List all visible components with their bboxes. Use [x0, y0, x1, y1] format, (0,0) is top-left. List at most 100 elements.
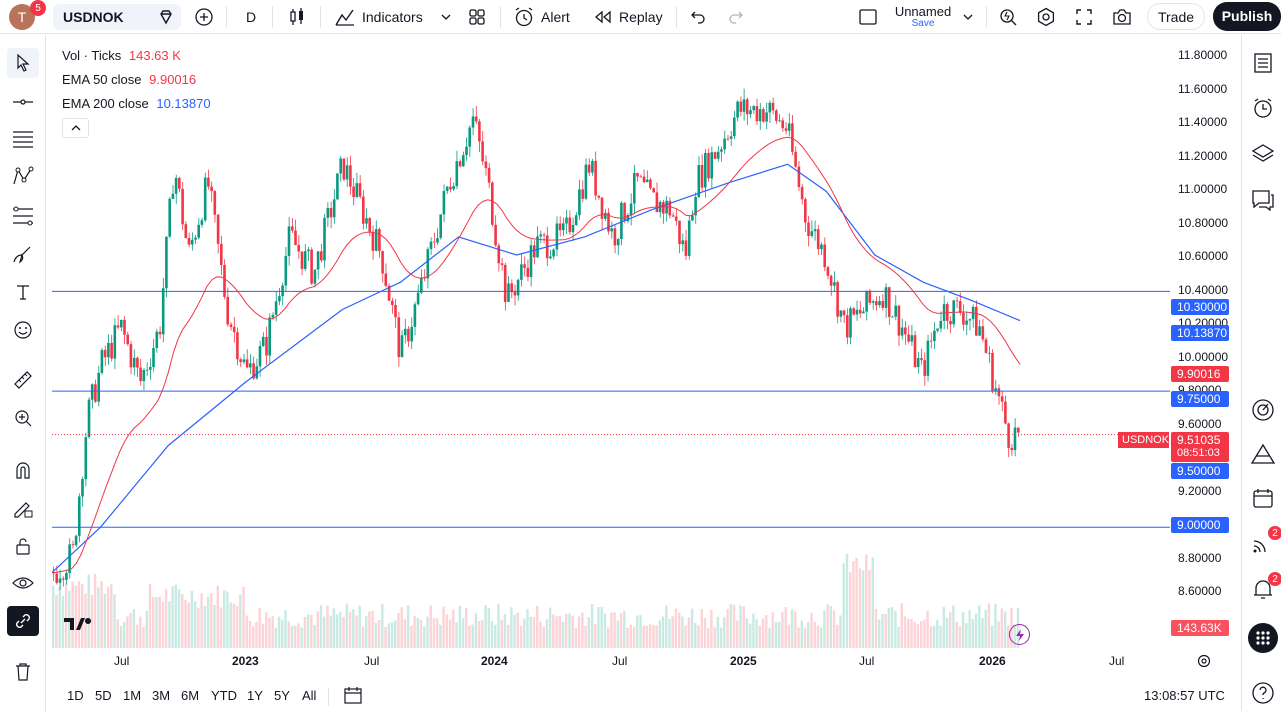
diamond-icon[interactable]	[158, 0, 174, 34]
brush-icon[interactable]	[7, 240, 39, 270]
horizontal-lines-icon[interactable]	[7, 124, 39, 154]
volume-bar	[619, 613, 623, 648]
volume-bar	[135, 624, 139, 648]
chat-icon[interactable]	[1250, 187, 1276, 213]
target-icon[interactable]	[1250, 397, 1276, 423]
layers-icon[interactable]	[1250, 141, 1276, 167]
axis-settings-icon[interactable]	[1196, 653, 1212, 672]
candle-body	[352, 186, 355, 198]
fullscreen-icon[interactable]	[1075, 0, 1093, 34]
price-chart[interactable]	[52, 40, 1170, 648]
text-icon[interactable]	[7, 277, 39, 307]
volume-bar	[955, 621, 958, 648]
volume-bar	[490, 621, 494, 648]
pencil-lock-icon[interactable]	[7, 493, 39, 523]
range-3m[interactable]: 3M	[152, 688, 171, 703]
range-6m[interactable]: 6M	[181, 688, 200, 703]
chevron-down-icon[interactable]	[962, 0, 974, 34]
replay-button[interactable]: Replay	[593, 0, 663, 34]
trash-icon[interactable]	[7, 657, 39, 687]
volume-bar	[771, 612, 774, 648]
volume-bar	[574, 628, 578, 648]
candle-body	[255, 366, 259, 379]
fib-retracement-icon[interactable]	[7, 201, 39, 231]
utc-clock[interactable]: 13:08:57 UTC	[1144, 688, 1225, 703]
save-link[interactable]: Save	[911, 18, 935, 29]
alert-button[interactable]: Alert	[513, 0, 570, 34]
compare-add-icon[interactable]	[194, 0, 214, 34]
volume-bar	[597, 607, 600, 648]
volume-bar	[758, 625, 761, 648]
candles-icon[interactable]	[288, 0, 306, 34]
trade-button[interactable]: Trade	[1147, 3, 1205, 30]
volume-bar	[903, 616, 907, 648]
settings-gear-icon[interactable]	[1036, 0, 1056, 34]
broadcast-icon[interactable]	[1250, 531, 1276, 557]
magnet-icon[interactable]	[7, 455, 39, 485]
pattern-icon[interactable]	[7, 162, 39, 192]
price-axis[interactable]: 11.80000 11.60000 11.40000 11.20000 11.0…	[1170, 40, 1240, 648]
ruler-icon[interactable]	[7, 365, 39, 395]
undo-icon[interactable]	[690, 0, 706, 34]
candle-body	[913, 335, 917, 367]
volume-bar	[836, 624, 839, 648]
publish-button[interactable]: Publish	[1213, 2, 1281, 31]
range-all[interactable]: All	[302, 688, 317, 703]
alerts-clock-icon[interactable]	[1250, 95, 1276, 121]
range-1m[interactable]: 1M	[123, 688, 142, 703]
candle-body	[194, 237, 197, 240]
layout-name-button[interactable]: Unnamed Save	[893, 4, 953, 29]
emoji-icon[interactable]	[7, 315, 39, 345]
volume-bar	[823, 610, 826, 648]
candle-body	[81, 479, 84, 497]
volume-bar	[316, 611, 319, 648]
eye-icon[interactable]	[7, 568, 39, 598]
date-range-icon[interactable]	[342, 685, 364, 708]
volume-bar	[64, 583, 68, 648]
link-icon[interactable]	[7, 606, 39, 636]
help-icon[interactable]	[1250, 680, 1276, 706]
candle-body	[455, 161, 459, 187]
apps-grid-icon[interactable]	[1248, 623, 1278, 653]
avatar-letter: T	[17, 9, 27, 25]
volume-bar	[645, 626, 649, 648]
volume-bar	[752, 613, 755, 648]
zoom-in-icon[interactable]	[7, 403, 39, 433]
redo-icon[interactable]	[728, 0, 744, 34]
candle-body	[852, 308, 855, 315]
lightning-event-icon[interactable]	[1009, 624, 1030, 645]
candle-body	[826, 267, 830, 276]
time-axis[interactable]: Jul 2023 Jul 2024 Jul 2025 Jul 2026 Jul	[52, 648, 1240, 676]
candle-body	[78, 496, 81, 536]
range-5d[interactable]: 5D	[95, 688, 112, 703]
candle-body	[413, 304, 417, 327]
symbol-search[interactable]: USDNOK	[53, 4, 181, 30]
interval-button[interactable]: D	[246, 0, 256, 34]
trend-line-icon[interactable]	[7, 87, 39, 117]
pyramid-icon[interactable]	[1250, 441, 1276, 467]
cursor-icon[interactable]	[7, 48, 39, 78]
range-1y[interactable]: 1Y	[247, 688, 263, 703]
bell-icon[interactable]	[1250, 576, 1276, 602]
camera-icon[interactable]	[1112, 0, 1132, 34]
volume-bar	[529, 616, 532, 648]
chevron-down-icon[interactable]	[440, 0, 452, 34]
watchlist-icon[interactable]	[1250, 50, 1276, 76]
collapse-legend-button[interactable]	[62, 118, 89, 138]
volume-bar	[878, 619, 881, 648]
volume-bar	[707, 628, 710, 648]
candle-body	[497, 245, 501, 264]
range-1d[interactable]: 1D	[67, 688, 84, 703]
tradingview-logo[interactable]	[64, 616, 96, 635]
range-5y[interactable]: 5Y	[274, 688, 290, 703]
range-ytd[interactable]: YTD	[211, 688, 237, 703]
lock-icon[interactable]	[7, 531, 39, 561]
volume-bar	[100, 581, 103, 648]
indicators-button[interactable]: Indicators	[334, 0, 423, 34]
candle-body	[816, 229, 820, 250]
layout-checkbox-icon[interactable]	[858, 0, 878, 34]
calendar-icon[interactable]	[1250, 485, 1276, 511]
quick-search-icon[interactable]	[998, 0, 1018, 34]
volume-bar	[58, 586, 61, 648]
templates-icon[interactable]	[468, 0, 486, 34]
